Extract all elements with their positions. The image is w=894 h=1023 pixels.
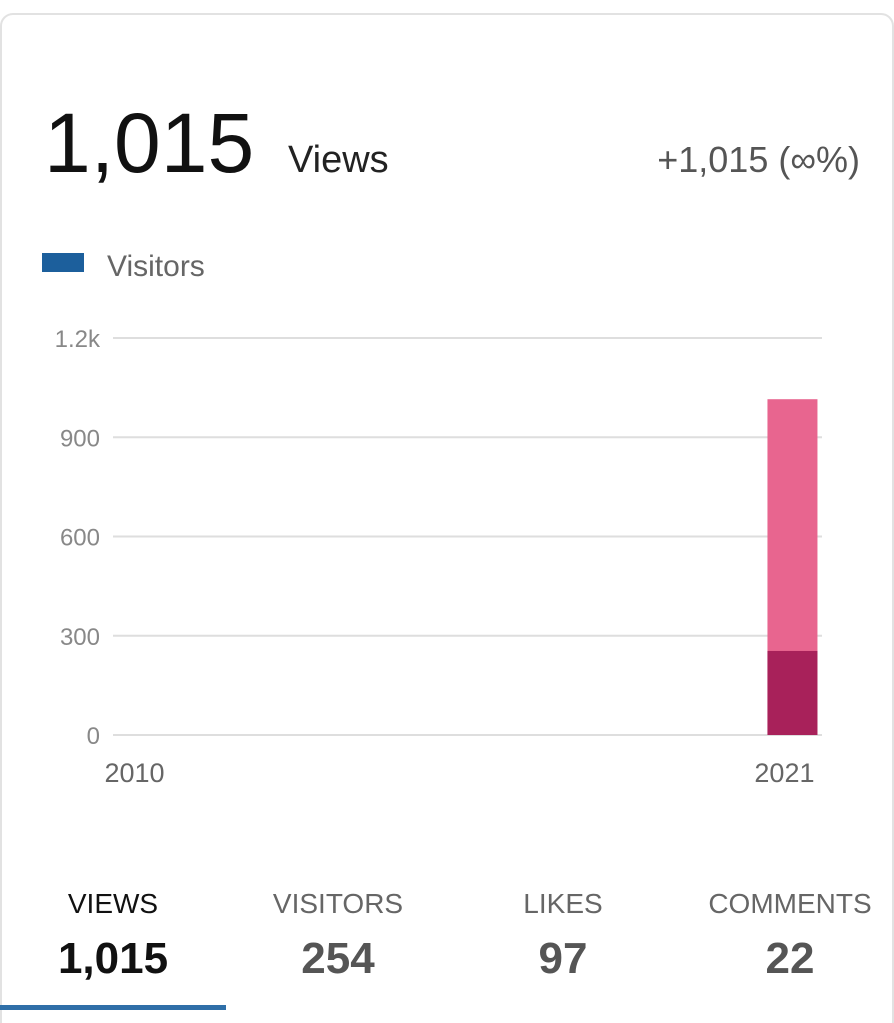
y-tick-label: 300 [60, 624, 100, 651]
tab-value: 1,015 [58, 934, 168, 983]
tab-label: VIEWS [68, 888, 158, 919]
card-border [0, 13, 894, 1023]
legend-swatch [42, 253, 84, 272]
legend-label: Visitors [107, 250, 205, 283]
views-unit: Views [288, 139, 389, 181]
change: +1,015 (∞%) [657, 139, 860, 180]
tab-value: 22 [766, 934, 815, 983]
tab-label: VISITORS [273, 888, 403, 919]
total-views: 1,015 [44, 96, 254, 190]
y-tick-label: 1.2k [55, 326, 101, 353]
chart: Visitors 0 300 600 900 1.2k 2010 2021 [42, 250, 822, 788]
y-tick-label: 900 [60, 425, 100, 452]
bar [767, 650, 818, 735]
tab-value: 97 [539, 934, 588, 983]
x-tick-label: 2021 [754, 758, 814, 788]
tab-indicator [0, 1005, 226, 1010]
y-tick-label: 0 [87, 723, 100, 750]
y-tick-label: 600 [60, 525, 100, 552]
tab-label: COMMENTS [708, 888, 871, 919]
tab-value: 254 [301, 934, 375, 983]
tabs: VIEWS 1,015 VISITORS 254 LIKES 97 COMMENTS 22 [0, 888, 872, 1010]
tab-label: LIKES [523, 888, 602, 919]
x-tick-label: 2010 [105, 758, 165, 788]
